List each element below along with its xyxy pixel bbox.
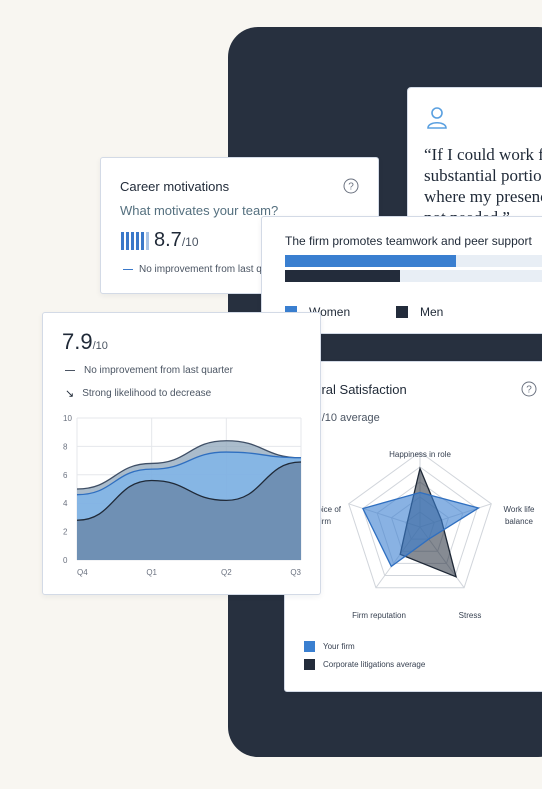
radar-ring [362, 466, 478, 576]
general-satisfaction-card: neral Satisfaction ? .2/10 average Happi… [284, 361, 542, 692]
y-tick-label: 4 [63, 499, 68, 508]
quote-line: substantial portio [424, 166, 542, 185]
trend-score: 7.9/10 [62, 329, 108, 354]
arrow-down-right-icon: ↘ [65, 388, 75, 400]
quote-text: “If I could work fro substantial portio … [424, 144, 542, 226]
legend-swatch [304, 659, 315, 670]
radar-ring [348, 451, 492, 589]
y-tick-label: 0 [63, 556, 68, 565]
teamwork-statement: The firm promotes teamwork and peer supp… [285, 234, 532, 248]
axis-label-reputation: Firm reputation [352, 611, 406, 620]
axis-label-worklife: balance [505, 517, 534, 526]
y-tick-label: 8 [63, 442, 68, 451]
area-chart: 0 2 4 6 8 10 Q4 Q1 Q2 Q3 [63, 414, 302, 577]
area-series-line [76, 440, 302, 490]
user-icon [427, 107, 447, 129]
axis-label-choice: oice of [317, 505, 341, 514]
y-tick-label: 2 [63, 528, 68, 537]
area-series-line [76, 451, 302, 496]
legend-men: Men [396, 305, 443, 319]
legend-swatch [304, 641, 315, 652]
quote-line: where my presenc [424, 187, 542, 206]
trend-note: No improvement from last quarter [65, 365, 233, 376]
card-title: Career motivations [120, 179, 230, 194]
women-bar [285, 255, 456, 267]
legend-swatch [396, 306, 408, 318]
score-meter [121, 232, 149, 250]
men-bar [285, 270, 400, 282]
axis-label-stress: Stress [459, 611, 482, 620]
radar-chart: Happiness in role Work life balance Stre… [317, 450, 536, 620]
y-tick-label: 10 [63, 414, 72, 423]
svg-text:?: ? [526, 385, 532, 396]
area-series-line [76, 461, 302, 521]
radar-series-0 [361, 491, 481, 568]
axis-label-choice: irm [320, 517, 331, 526]
score-trend-card: 7.9/10 No improvement from last quarter … [42, 312, 321, 595]
trend-warning: ↘ Strong likelihood to decrease [65, 388, 212, 400]
card-subtitle: What motivates your team? [120, 203, 279, 218]
card-title: neral Satisfaction [307, 382, 407, 397]
x-tick-label: Q3 [290, 568, 301, 577]
area-series-fill [77, 462, 301, 560]
quote-card: “If I could work fro substantial portio … [407, 87, 542, 227]
career-note: No improvement from last q [123, 264, 262, 275]
help-icon[interactable]: ? [521, 381, 537, 397]
y-tick-label: 6 [63, 471, 68, 480]
women-bar-track [285, 255, 542, 267]
svg-text:?: ? [348, 182, 354, 193]
x-tick-label: Q2 [221, 568, 232, 577]
career-motivations-card: Career motivations ? What motivates your… [100, 157, 379, 294]
x-tick-label: Q1 [146, 568, 157, 577]
axis-label-happiness: Happiness in role [389, 450, 451, 459]
x-tick-label: Q4 [77, 568, 88, 577]
legend-your-firm: Your firm [304, 641, 355, 652]
legend-average: Corporate litigations average [304, 659, 425, 670]
axis-label-worklife: Work life [504, 505, 536, 514]
teamwork-card: The firm promotes teamwork and peer supp… [261, 216, 542, 334]
help-icon[interactable]: ? [343, 178, 359, 194]
quote-line: “If I could work fro [424, 145, 542, 164]
men-bar-track [285, 270, 542, 282]
career-score: 8.7/10 [154, 229, 199, 251]
